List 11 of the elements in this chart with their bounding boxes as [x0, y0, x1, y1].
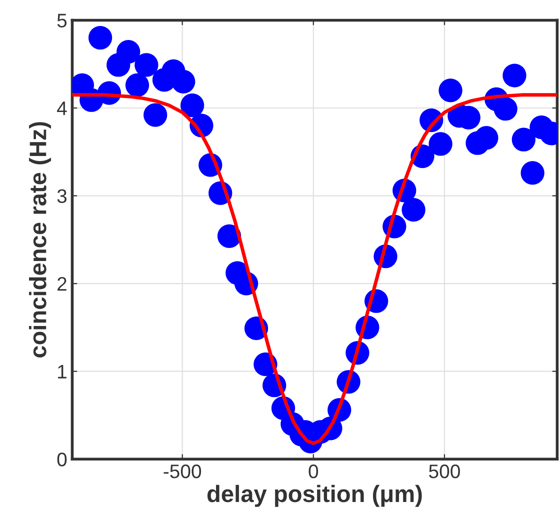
y-tick-label: 4: [57, 102, 67, 116]
x-tick-label: 500: [429, 464, 460, 478]
x-axis-title: delay position (μm): [207, 484, 422, 507]
y-axis-title: coincidence rate (Hz): [29, 122, 52, 358]
y-tick-label: 2: [58, 277, 66, 291]
x-tick-label: 0: [308, 464, 318, 478]
y-tick-label: 5: [57, 14, 67, 28]
y-tick-label: 3: [57, 189, 67, 204]
y-tick-label: 1: [58, 365, 66, 378]
x-tick-label: -500: [164, 464, 202, 478]
y-tick-label: 0: [57, 452, 67, 466]
